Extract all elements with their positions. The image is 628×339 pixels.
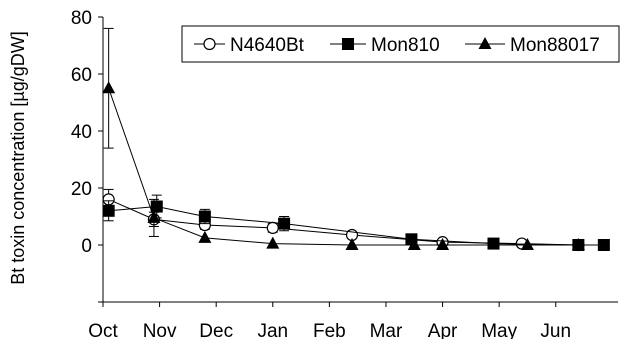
legend: N4640Bt Mon810 Mon88017 [181,25,620,63]
legend-label: Mon88017 [510,35,600,56]
data-point [102,81,116,94]
data-point [102,204,115,217]
x-tick-label: Jun [540,321,571,339]
y-tick-label: 20 [71,179,92,200]
data-point [487,237,500,250]
y-axis-title: Bt toxin concentration [µg/gDW] [8,31,28,285]
data-point [407,238,421,250]
x-tick-label: Feb [313,321,346,339]
series-N4640Bt [102,188,585,252]
series-Mon88017 [102,27,585,250]
data-point [571,238,585,250]
x-tick-label: Oct [88,321,118,339]
data-point [198,210,211,223]
legend-label: Mon810 [371,35,440,56]
x-tick-label: Mar [370,321,403,339]
legend-marker [203,37,216,51]
data-point [278,217,291,230]
series-line [108,198,579,246]
x-tick-label: Apr [428,321,458,339]
x-tick-label: Nov [143,321,177,339]
data-point [147,210,161,223]
data-point [150,200,163,213]
y-tick-label: 0 [81,236,92,257]
series-Mon810 [102,194,610,251]
legend-label: N4640Bt [230,35,305,56]
data-point [597,239,610,251]
x-tick-label: Jan [257,321,288,339]
data-point [266,236,280,249]
data-point [436,238,450,250]
legend-box [181,25,620,63]
data-point [266,221,279,234]
legend-marker [478,37,492,49]
y-tick-label: 80 [71,8,92,29]
legend-marker [342,38,354,50]
data-point [345,238,359,250]
x-tick-label: May [481,321,517,339]
axes: 0 20 40 60 80 Oct Nov Dec Jan Feb Mar Apr May Jun [71,8,618,339]
series-layer [102,27,610,252]
data-point [198,230,212,243]
x-tick-label: Dec [199,321,233,339]
series-line [108,88,579,246]
y-tick-label: 60 [71,65,92,86]
y-tick-label: 40 [71,122,92,143]
data-point [520,238,534,250]
